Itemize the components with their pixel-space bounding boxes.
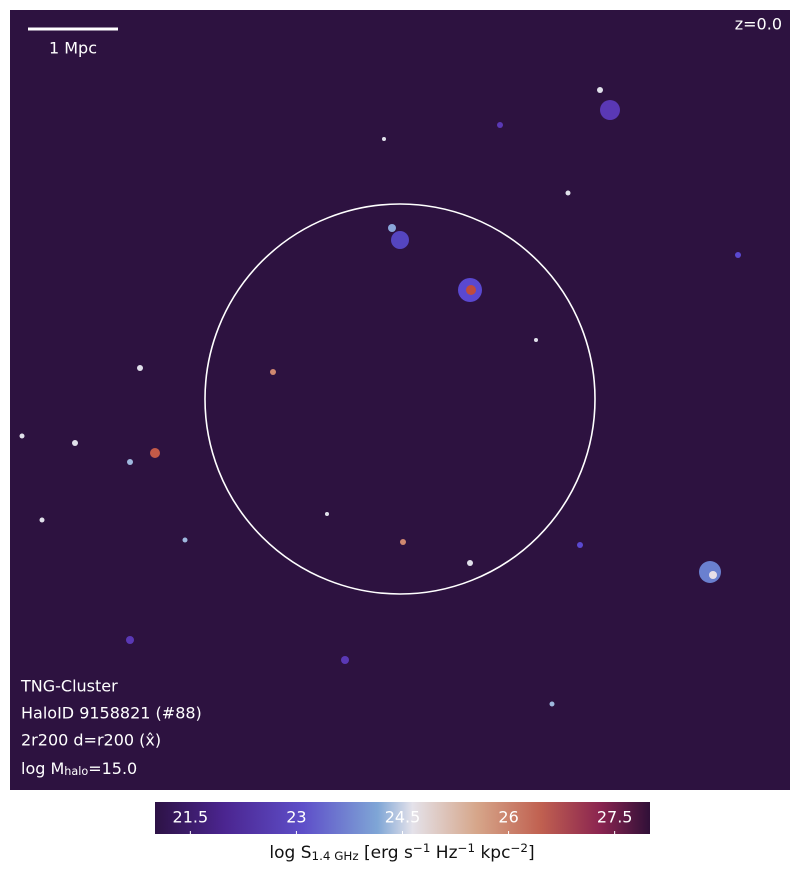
text-part: ] <box>528 843 535 863</box>
colorbar-ticks: 21.5 23 24.5 26 27.5 <box>173 808 633 834</box>
redshift: z=0.0 <box>735 15 782 34</box>
map-background <box>10 10 790 790</box>
emission-blobs <box>19 87 741 707</box>
scale-bar-label: 1 Mpc <box>49 39 97 58</box>
colorbar-tick-label: 24.5 <box>385 808 421 827</box>
colorbar-tick-label: 23 <box>286 808 306 827</box>
subscript: 1.4 GHz <box>312 849 359 863</box>
text-part: kpc <box>475 843 510 863</box>
text-part: =15.0 <box>88 759 137 778</box>
superscript: −1 <box>413 841 431 855</box>
colorbar-label: log S1.4 GHz [erg s−1 Hz−1 kpc−2] <box>269 841 534 863</box>
text-part: log M <box>21 759 64 778</box>
subscript: halo <box>64 765 88 778</box>
info-line: HaloID 9158821 (#88) <box>21 704 202 723</box>
text-part: [erg s <box>359 843 413 863</box>
mass-label: log Mhalo=15.0 <box>21 759 137 779</box>
colorbar-tick-label: 26 <box>498 808 518 827</box>
colorbar-tick-label: 27.5 <box>597 808 633 827</box>
info-line: 2r200 d=r200 (x̂) <box>21 731 161 750</box>
r200-circle <box>204 203 596 595</box>
text-part: log S <box>269 843 311 863</box>
superscript: −1 <box>458 841 476 855</box>
info-line: TNG-Cluster <box>20 677 118 696</box>
info-block: TNG-Cluster HaloID 9158821 (#88) 2r200 d=r… <box>20 677 202 779</box>
superscript: −2 <box>510 841 528 855</box>
colorbar <box>155 802 650 834</box>
colorbar-tick-label: 21.5 <box>173 808 209 827</box>
text-part: Hz <box>430 843 457 863</box>
